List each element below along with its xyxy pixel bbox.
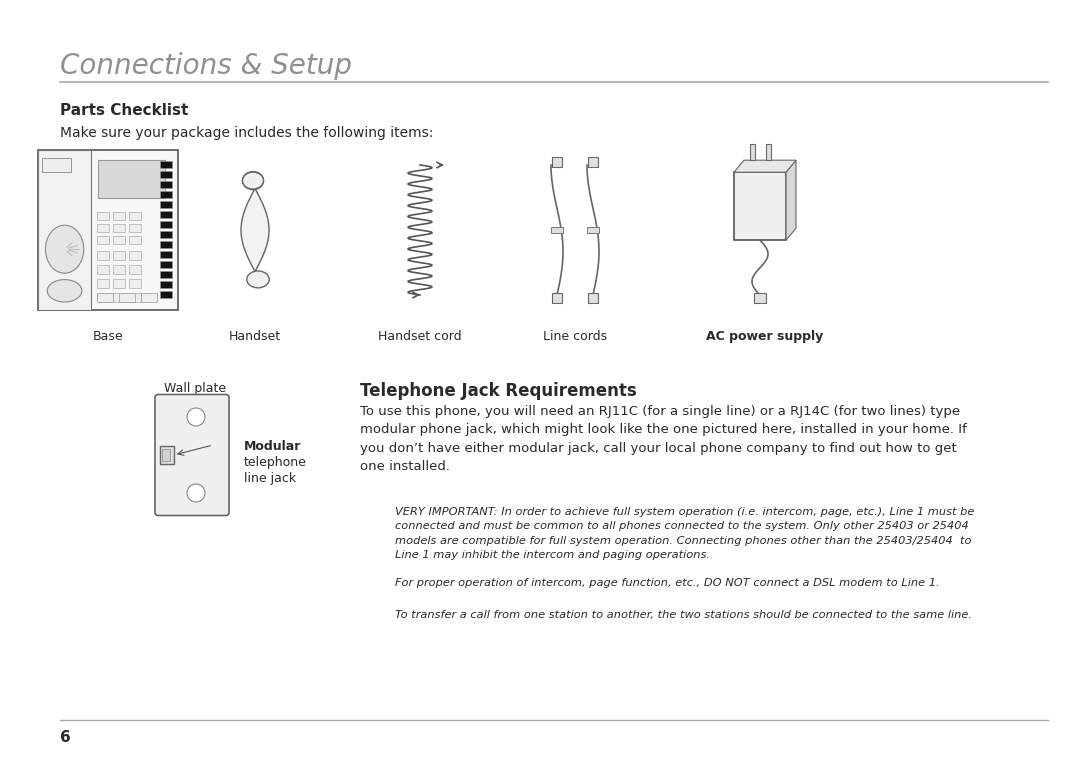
Ellipse shape xyxy=(243,171,264,190)
Bar xyxy=(113,236,125,244)
Circle shape xyxy=(187,484,205,502)
Bar xyxy=(160,446,174,464)
Text: telephone: telephone xyxy=(244,456,307,469)
Bar xyxy=(160,291,172,298)
Bar xyxy=(160,241,172,248)
Text: Parts Checklist: Parts Checklist xyxy=(60,103,188,118)
Bar xyxy=(160,281,172,288)
Bar xyxy=(113,212,125,220)
Bar xyxy=(38,150,178,310)
Bar xyxy=(130,279,141,288)
Text: 6: 6 xyxy=(60,730,71,745)
Ellipse shape xyxy=(48,280,82,302)
FancyBboxPatch shape xyxy=(156,394,229,515)
Bar xyxy=(588,227,599,233)
Bar xyxy=(160,221,172,228)
Bar xyxy=(119,293,135,302)
Text: Connections & Setup: Connections & Setup xyxy=(60,52,352,80)
Bar xyxy=(98,160,165,198)
Bar xyxy=(113,293,125,302)
Bar xyxy=(160,211,172,218)
Ellipse shape xyxy=(45,226,84,274)
Text: Base: Base xyxy=(93,330,123,343)
Bar xyxy=(97,279,109,288)
Bar xyxy=(160,271,172,278)
Bar xyxy=(588,293,598,303)
Text: line jack: line jack xyxy=(244,472,296,485)
Bar xyxy=(160,181,172,188)
Text: Handset: Handset xyxy=(229,330,281,343)
Text: AC power supply: AC power supply xyxy=(706,330,824,343)
Bar xyxy=(160,161,172,168)
Text: To use this phone, you will need an RJ11C (for a single line) or a RJ14C (for tw: To use this phone, you will need an RJ11… xyxy=(360,405,967,474)
Text: Line cords: Line cords xyxy=(543,330,607,343)
Bar xyxy=(160,201,172,208)
Polygon shape xyxy=(734,160,796,172)
Polygon shape xyxy=(786,160,796,240)
Text: Handset cord: Handset cord xyxy=(378,330,462,343)
Text: Modular: Modular xyxy=(244,440,301,453)
Bar xyxy=(130,265,141,274)
Ellipse shape xyxy=(243,172,264,189)
Bar xyxy=(97,293,113,302)
Bar xyxy=(130,293,141,302)
Bar xyxy=(160,171,172,178)
Text: Wall plate: Wall plate xyxy=(164,382,226,395)
Bar xyxy=(97,236,109,244)
Bar xyxy=(113,251,125,260)
Bar xyxy=(552,157,562,167)
Text: To transfer a call from one station to another, the two stations should be conne: To transfer a call from one station to a… xyxy=(395,610,972,620)
Bar xyxy=(162,449,170,461)
Bar xyxy=(754,293,766,303)
Bar xyxy=(160,251,172,258)
Bar xyxy=(130,212,141,220)
Bar xyxy=(97,293,109,302)
Bar xyxy=(160,261,172,268)
Bar xyxy=(588,157,598,167)
Bar xyxy=(113,279,125,288)
Circle shape xyxy=(187,408,205,426)
Bar xyxy=(734,172,786,240)
Bar xyxy=(766,144,770,160)
Ellipse shape xyxy=(247,271,269,288)
Bar xyxy=(750,144,755,160)
Bar xyxy=(42,158,71,172)
Text: Telephone Jack Requirements: Telephone Jack Requirements xyxy=(360,382,637,400)
Bar xyxy=(552,293,562,303)
Bar xyxy=(160,191,172,198)
Bar xyxy=(130,251,141,260)
Bar xyxy=(97,265,109,274)
Bar xyxy=(97,251,109,260)
Bar xyxy=(97,224,109,232)
Bar xyxy=(97,212,109,220)
Bar xyxy=(113,265,125,274)
Bar xyxy=(130,236,141,244)
Bar xyxy=(551,227,563,233)
Text: VERY IMPORTANT: In order to achieve full system operation (i.e. intercom, page, : VERY IMPORTANT: In order to achieve full… xyxy=(395,507,974,560)
Bar xyxy=(160,231,172,238)
Bar xyxy=(130,224,141,232)
Bar xyxy=(113,224,125,232)
Text: Make sure your package includes the following items:: Make sure your package includes the foll… xyxy=(60,126,433,140)
Text: For proper operation of intercom, page function, etc., DO NOT connect a DSL mode: For proper operation of intercom, page f… xyxy=(395,578,940,588)
Bar xyxy=(141,293,158,302)
Bar xyxy=(38,150,91,310)
